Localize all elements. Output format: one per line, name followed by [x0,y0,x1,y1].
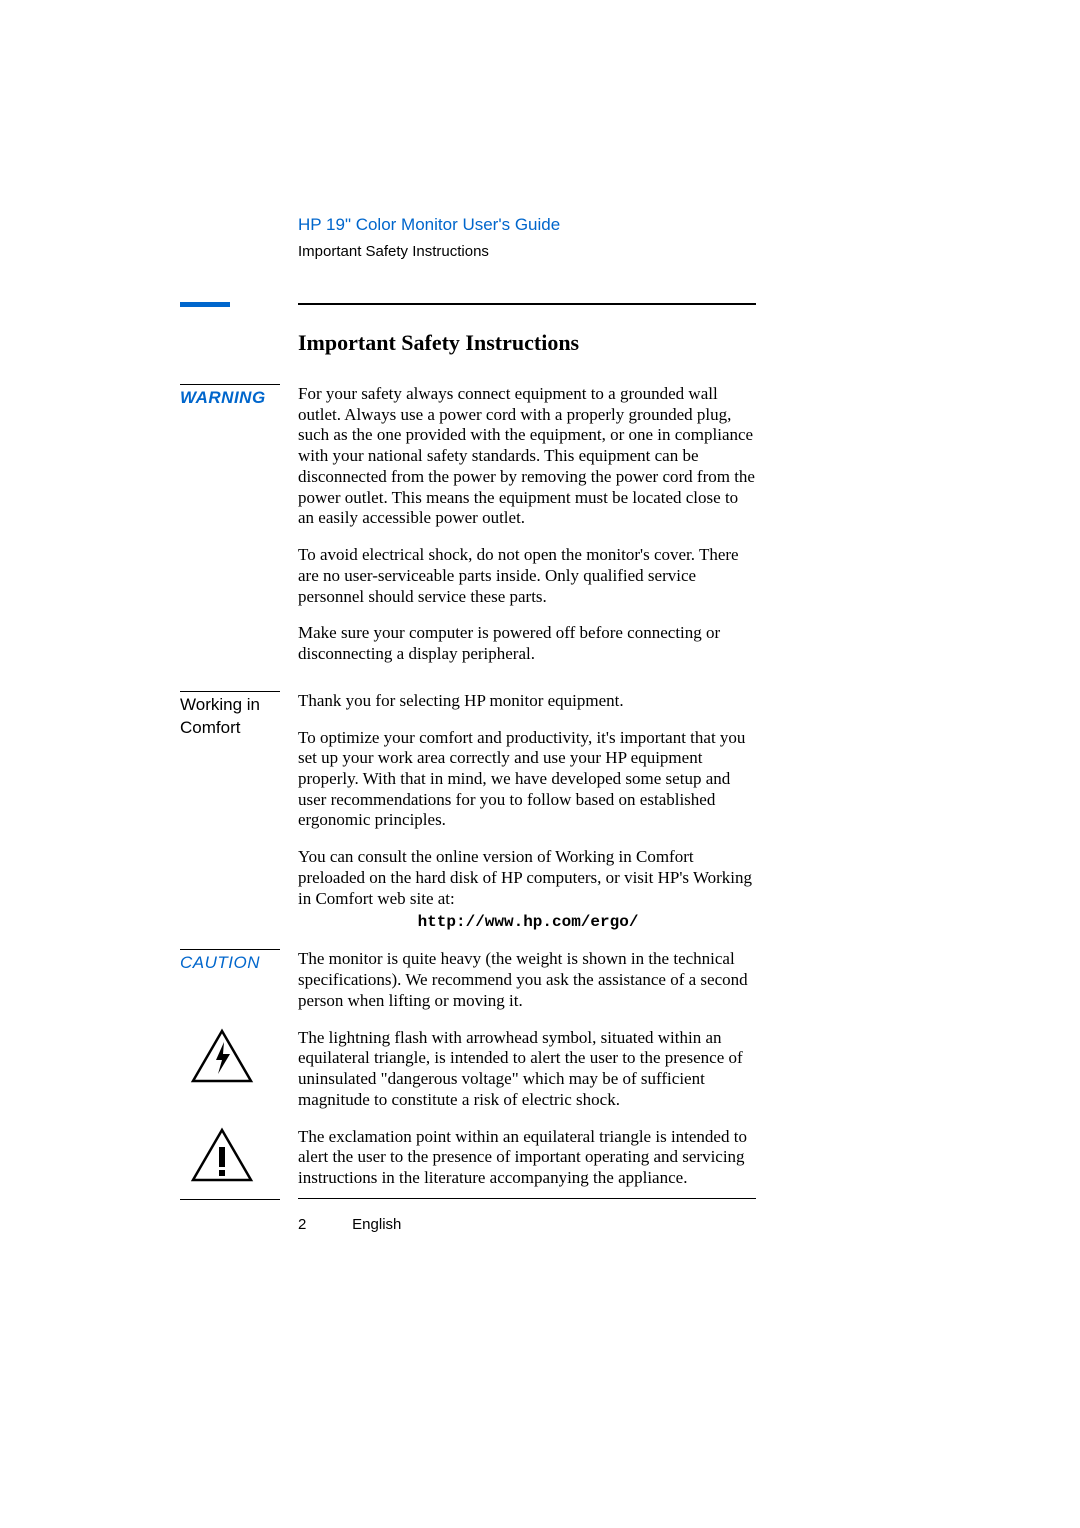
paragraph: Thank you for selecting HP monitor equip… [298,691,758,712]
body-column: For your safety always connect equipment… [298,384,758,681]
document-subtitle: Important Safety Instructions [298,243,918,260]
section-heading: Important Safety Instructions [298,330,1080,356]
lightning-triangle-icon [190,1028,254,1084]
body-column: The lightning flash with arrowhead symbo… [298,1028,758,1127]
accent-rule [180,302,230,307]
paragraph: To optimize your comfort and productivit… [298,728,758,832]
side-column: WARNING [0,384,298,410]
body-column: The monitor is quite heavy (the weight i… [298,949,758,1027]
document-page: HP 19" Color Monitor User's Guide Import… [0,0,1080,1528]
exclamation-triangle-icon [190,1127,254,1183]
body-column: The exclamation point within an equilate… [298,1127,758,1195]
paragraph: For your safety always connect equipment… [298,384,758,529]
paragraph: To avoid electrical shock, do not open t… [298,545,758,607]
warning-label: WARNING [180,387,280,410]
exclamation-symbol-block: The exclamation point within an equilate… [0,1127,1080,1195]
page-header: HP 19" Color Monitor User's Guide Import… [298,215,918,260]
voltage-symbol-block: The lightning flash with arrowhead symbo… [0,1028,1080,1127]
comfort-block: Working in Comfort Thank you for selecti… [0,691,1080,950]
comfort-label: Working in Comfort [180,694,280,740]
paragraph: You can consult the online version of Wo… [298,847,758,909]
document-title: HP 19" Color Monitor User's Guide [298,215,918,235]
side-column: CAUTION [0,949,298,975]
paragraph: The exclamation point within an equilate… [298,1127,758,1189]
side-column [0,1028,298,1084]
footer: 2 English [298,1216,401,1233]
divider-rule [298,303,756,305]
caution-label: CAUTION [180,952,280,975]
paragraph: The monitor is quite heavy (the weight i… [298,949,758,1011]
warning-block: WARNING For your safety always connect e… [0,384,1080,681]
heading-rule [0,302,1080,310]
side-rule [180,949,280,950]
side-rule [180,691,280,692]
footer-rule [298,1198,756,1199]
page-number: 2 [298,1216,348,1233]
side-bottom-rule [180,1199,280,1200]
side-column [0,1127,298,1183]
body-column: Thank you for selecting HP monitor equip… [298,691,758,950]
side-column: Working in Comfort [0,691,298,740]
caution-block: CAUTION The monitor is quite heavy (the … [0,949,1080,1027]
url-text: http://www.hp.com/ergo/ [298,913,758,931]
footer-language: English [352,1216,401,1233]
side-rule [180,384,280,385]
paragraph: Make sure your computer is powered off b… [298,623,758,664]
paragraph: The lightning flash with arrowhead symbo… [298,1028,758,1111]
